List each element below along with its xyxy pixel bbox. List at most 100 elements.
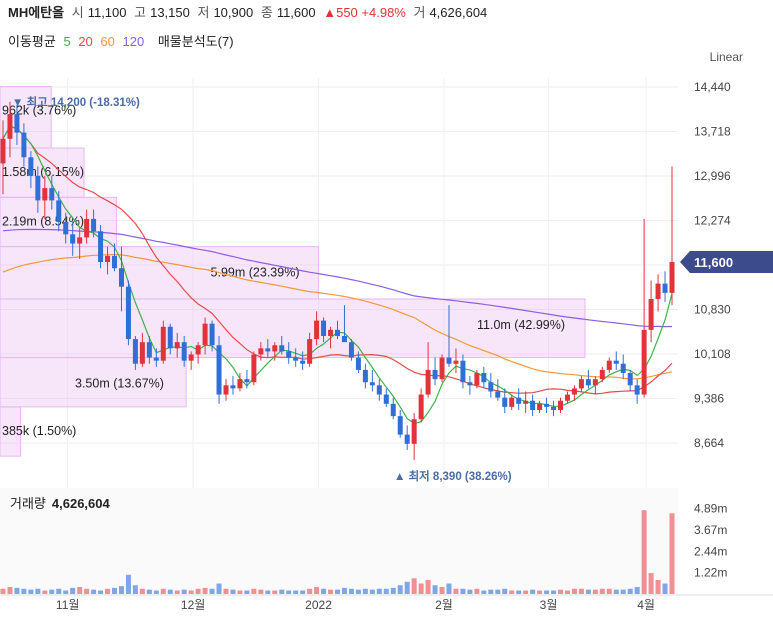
volume-bar (174, 590, 180, 594)
candle-body (181, 342, 187, 361)
candle-body (105, 255, 111, 263)
open-value: 11,100 (87, 5, 127, 20)
volume-bar (376, 588, 382, 594)
candle-body (279, 345, 285, 352)
volume-axis: 4.89m 3.67m 2.44m 1.22m (694, 502, 727, 580)
candle-body (286, 351, 292, 358)
volume-bar (655, 580, 661, 594)
volume-bar (300, 590, 306, 594)
volume-bar (362, 588, 368, 594)
candle-body (237, 379, 243, 389)
volume-bar (432, 585, 438, 594)
candle-body (558, 400, 563, 410)
time-tick: 2022 (305, 598, 332, 612)
volume-label: 거 (413, 5, 426, 20)
volume-bar (446, 583, 452, 594)
volume-bar (42, 590, 48, 594)
candle-body (139, 342, 145, 364)
volume-bar (578, 588, 584, 594)
volume-bar (564, 590, 570, 594)
candle-body (481, 372, 487, 383)
volume-bar (251, 588, 257, 594)
volume-bar (307, 588, 313, 594)
price-tick: 10,830 (694, 303, 731, 317)
candle-body (153, 357, 159, 361)
volume-bar (613, 589, 619, 594)
profile-box (0, 298, 586, 359)
stock-name: MH에탄올 (8, 5, 65, 20)
close-value: 11,600 (276, 5, 316, 20)
ma60-label: 60 (100, 34, 115, 49)
indicator-legend: 이동평균 5 20 60 120 매물분석도(7) (8, 31, 238, 50)
volume-profile-label[interactable]: 매물분석도(7) (157, 34, 234, 49)
ma120-label: 120 (122, 34, 145, 49)
volume-bar (390, 587, 396, 594)
volume-bar (0, 588, 6, 594)
ma120-line (2, 228, 673, 328)
volume-bar (634, 587, 640, 594)
scale-toggle[interactable]: Linear (709, 50, 743, 64)
volume-bar (585, 589, 591, 594)
volume-bar (209, 588, 215, 594)
volume-bar (293, 590, 299, 594)
candle-body (599, 369, 605, 380)
candle-body (251, 354, 257, 383)
candle-body (606, 360, 612, 370)
candle-body (0, 138, 6, 164)
volume-bar (355, 589, 361, 594)
candle-body (585, 379, 591, 386)
volume-bars (0, 510, 675, 594)
candle-body (125, 286, 131, 340)
candle-body (167, 326, 173, 349)
candle-body (474, 372, 480, 386)
candle-body (300, 360, 306, 364)
volume-bar (84, 588, 90, 594)
candle-body (648, 299, 654, 330)
volume-bar (369, 589, 375, 594)
volume-bar (314, 587, 320, 594)
volume-bar (125, 574, 131, 594)
volume-bar (537, 590, 543, 594)
candle-body (551, 406, 557, 410)
volume-bar (348, 588, 354, 594)
volume-profile: 962k (3.76%)1.58m (6.15%)2.19m (8.54%)5.… (0, 85, 586, 457)
volume-bar (28, 589, 34, 594)
candle-body (641, 329, 647, 395)
time-tick: 11월 (56, 598, 80, 612)
candle-body (195, 345, 201, 355)
volume-bar (662, 583, 668, 594)
volume-bar (7, 587, 13, 594)
candle-body (188, 354, 194, 361)
time-axis: 11월 12월 2022 2월 3월 4월 (56, 598, 655, 612)
candle-body (265, 348, 271, 352)
volume-bar (404, 581, 410, 594)
high-value: 13,150 (150, 5, 190, 20)
volume-bar (70, 587, 76, 594)
profile-label: 385k (1.50%) (2, 424, 76, 438)
volume-bar (509, 590, 515, 594)
candle-body (592, 379, 598, 386)
candle-body (56, 200, 62, 222)
volume-bar (383, 588, 389, 594)
volume-tick: 1.22m (694, 566, 727, 580)
time-tick: 4월 (637, 598, 655, 612)
volume-bar (265, 590, 271, 594)
volume-grid (0, 488, 678, 594)
volume-panel-bg (0, 488, 678, 594)
candle-body (523, 400, 529, 404)
candle-body (446, 357, 452, 364)
volume-bar (118, 586, 124, 594)
candle-body (321, 320, 327, 337)
candle-body (314, 320, 320, 340)
last-price-value: 11,600 (694, 255, 733, 270)
ma-label[interactable]: 이동평균 (8, 34, 56, 49)
volume-bar (328, 589, 334, 594)
candle-body (258, 348, 264, 355)
volume-bar (418, 583, 424, 594)
candle-body (411, 419, 417, 444)
volume-bar (167, 589, 173, 594)
candle-body (467, 382, 473, 386)
volume-bar (230, 589, 236, 594)
candle-body (7, 114, 13, 139)
